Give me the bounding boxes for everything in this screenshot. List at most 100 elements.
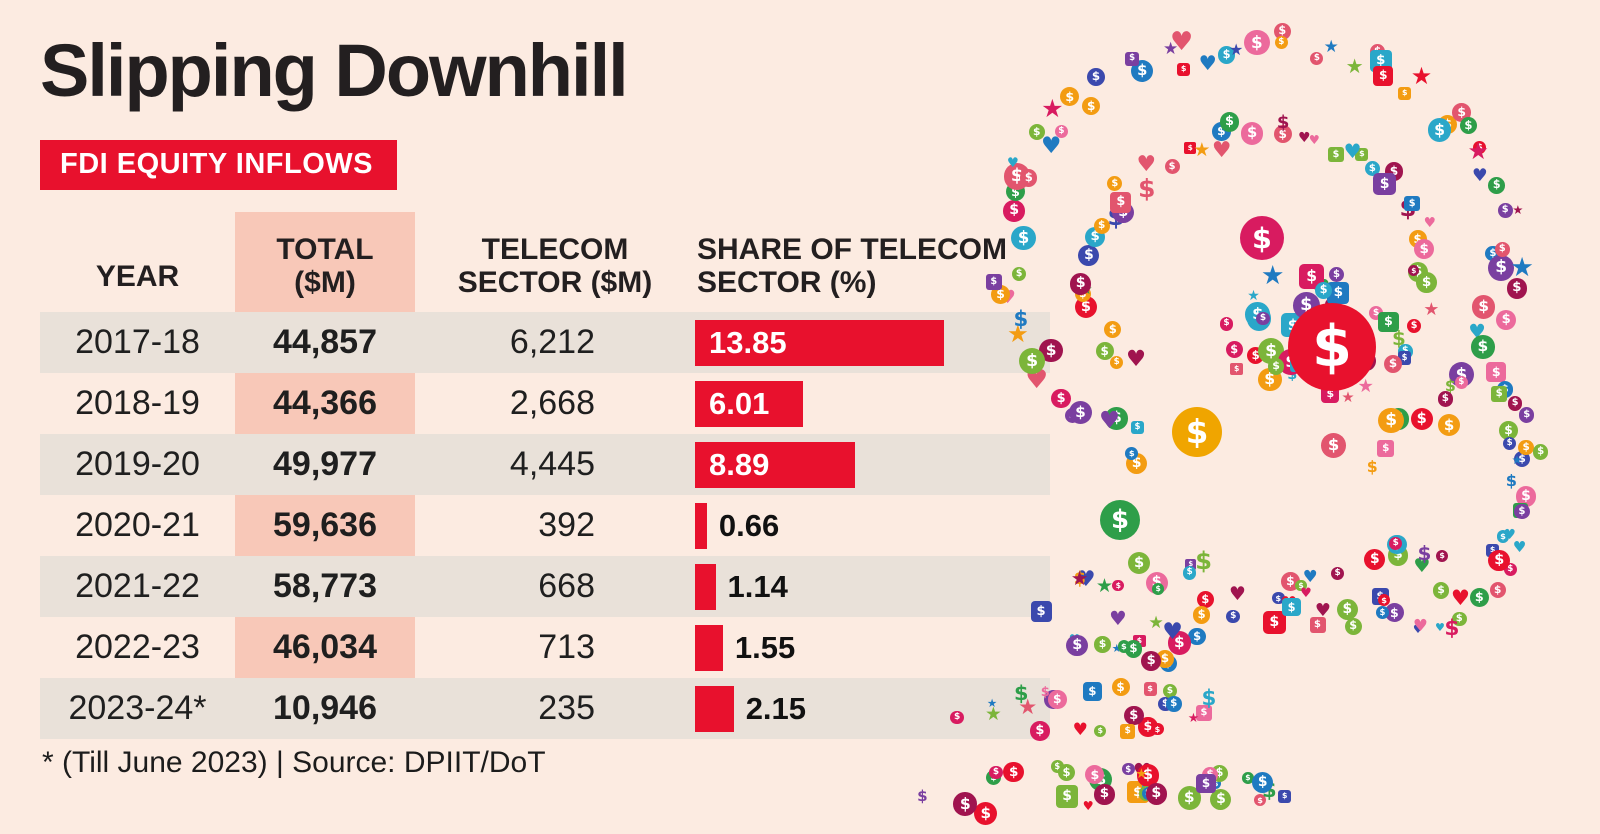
dollar-coin-icon: $ bbox=[1124, 639, 1143, 658]
star-icon: ★ bbox=[1410, 61, 1433, 90]
dollar-coin-icon: $ bbox=[1246, 346, 1265, 365]
dollar-coin-icon: $ bbox=[1356, 351, 1377, 372]
dollar-sign-icon: $ bbox=[1505, 471, 1518, 491]
dollar-tag-icon: $ bbox=[1355, 147, 1369, 161]
dollar-coin-icon: $ bbox=[1245, 302, 1270, 327]
dollar-coin-icon: $ bbox=[1050, 760, 1064, 773]
share-bar bbox=[695, 441, 856, 488]
dollar-coin-icon: $ bbox=[1489, 582, 1506, 599]
dollar-coin-icon: $ bbox=[1384, 354, 1402, 373]
header-telecom: TELECOM SECTOR ($M) bbox=[457, 232, 653, 300]
dollar-sign-icon: $ bbox=[1107, 201, 1125, 231]
dollar-coin-icon: $ bbox=[1156, 649, 1174, 668]
dollar-coin-icon: $ bbox=[1210, 789, 1232, 811]
heart-icon: ♥ bbox=[1132, 759, 1153, 786]
dollar-coin-icon: $ bbox=[1330, 566, 1345, 581]
dollar-coin-icon: $ bbox=[1095, 341, 1114, 360]
dollar-coin-icon: $ bbox=[1112, 201, 1135, 224]
share-value: 0.66 bbox=[718, 507, 780, 543]
star-icon: ★ bbox=[1135, 765, 1148, 782]
dollar-coin-icon: $ bbox=[1408, 264, 1420, 276]
dollar-coin-icon: $ bbox=[1387, 534, 1407, 555]
telecom-cell: 6,212 bbox=[509, 323, 595, 361]
dollar-coin-icon: $ bbox=[1107, 176, 1123, 192]
dollar-tag-icon: $ bbox=[1082, 681, 1102, 701]
dollar-coin-icon: $ bbox=[1123, 705, 1144, 726]
dollar-coin-icon: $ bbox=[1321, 321, 1345, 345]
dollar-coin-icon: $ bbox=[1378, 407, 1405, 434]
year-cell: 2021-22 bbox=[75, 567, 200, 605]
table-row: 2022-23 46,034 713 1.55 bbox=[40, 617, 1050, 678]
dollar-coin-icon: $ bbox=[1151, 722, 1164, 735]
fdi-equity-inflows-badge: FDI EQUITY INFLOWS bbox=[40, 140, 397, 190]
dollar-coin-icon: $ bbox=[1057, 763, 1076, 782]
dollar-coin-icon: $ bbox=[1121, 762, 1135, 776]
dollar-coin-icon: $ bbox=[1513, 450, 1531, 467]
dollar-coin-icon: $ bbox=[1499, 421, 1518, 440]
dollar-coin-icon: $ bbox=[1485, 245, 1501, 262]
dollar-tag-icon: $ bbox=[1120, 724, 1136, 739]
share-bar bbox=[695, 563, 716, 610]
star-icon: ★ bbox=[1079, 282, 1093, 298]
dollar-coin-icon: $ bbox=[1452, 103, 1471, 122]
dollar-coin-icon: $ bbox=[1074, 296, 1097, 319]
total-cell: 58,773 bbox=[273, 567, 377, 605]
heart-icon: ♥ bbox=[1423, 214, 1436, 231]
header-share: SHARE OF TELECOM SECTOR (%) bbox=[697, 232, 1008, 300]
dollar-tag-icon: $ bbox=[1262, 610, 1286, 634]
dollar-coin-icon: $ bbox=[1074, 286, 1091, 303]
heart-icon: ♥ bbox=[1082, 799, 1094, 814]
star-icon: ★ bbox=[1148, 613, 1164, 634]
dollar-coin-icon: $ bbox=[1272, 591, 1285, 605]
dollar-tag-icon: $ bbox=[1282, 597, 1301, 616]
heart-icon: ♥ bbox=[1076, 567, 1096, 593]
dollar-coin-icon: $ bbox=[1054, 124, 1069, 139]
dollar-sign-icon: $ bbox=[1073, 569, 1086, 590]
share-bar bbox=[695, 685, 734, 732]
dollar-coin-icon: $ bbox=[1006, 181, 1026, 201]
dollar-coin-icon: $ bbox=[1387, 545, 1409, 566]
dollar-sign-icon: $ bbox=[1276, 111, 1290, 133]
dollar-coin-icon: $ bbox=[1496, 381, 1514, 398]
star-icon: ★ bbox=[1095, 573, 1114, 597]
dollar-coin-icon: $ bbox=[1110, 355, 1124, 370]
dollar-coin-icon: $ bbox=[1256, 311, 1270, 326]
dollar-coin-icon: $ bbox=[1437, 391, 1454, 408]
share-value: 6.01 bbox=[709, 385, 770, 421]
dollar-coin-icon: $ bbox=[1488, 177, 1506, 195]
dollar-tag-icon: $ bbox=[1195, 704, 1212, 721]
table-row: 2019-20 49,977 4,445 8.89 bbox=[40, 434, 1050, 495]
dollar-coin-icon: $ bbox=[1410, 407, 1433, 430]
dollar-coin-icon: $ bbox=[1503, 436, 1517, 450]
dollar-coin-icon: $ bbox=[1210, 777, 1222, 790]
heart-icon: ♥ bbox=[1211, 138, 1232, 164]
dollar-coin-icon: $ bbox=[1454, 376, 1468, 389]
dollar-coin-icon: $ bbox=[1384, 603, 1404, 623]
dollar-coin-icon: $ bbox=[1128, 552, 1151, 575]
dollar-coin-icon: $ bbox=[1111, 677, 1130, 697]
dollar-coin-icon: $ bbox=[1488, 549, 1511, 572]
dollar-coin-icon: $ bbox=[1081, 96, 1101, 116]
dollar-coin-icon: $ bbox=[1225, 341, 1243, 359]
dollar-tag-icon: $ bbox=[1196, 773, 1216, 793]
dollar-coin-icon: $ bbox=[1496, 530, 1510, 543]
star-icon: ★ bbox=[1111, 642, 1122, 656]
header-total: TOTAL ($M) bbox=[276, 232, 374, 300]
share-value: 1.55 bbox=[734, 629, 796, 665]
dollar-tag-icon: $ bbox=[1486, 543, 1500, 557]
dollar-coin-icon: $ bbox=[1507, 396, 1523, 411]
star-icon: ★ bbox=[1512, 203, 1524, 218]
dollar-tag-icon: $ bbox=[1377, 439, 1395, 457]
dollar-coin-icon: $ bbox=[1159, 655, 1177, 673]
dollar-tag-icon: $ bbox=[1328, 146, 1344, 163]
star-icon: ★ bbox=[1187, 709, 1200, 725]
dollar-coin-icon: $ bbox=[1519, 407, 1535, 423]
dollar-coin-icon: $ bbox=[1051, 389, 1071, 409]
heart-icon: ♥ bbox=[1006, 155, 1019, 171]
dollar-coin-icon: $ bbox=[1060, 86, 1080, 107]
star-icon: ★ bbox=[1341, 388, 1355, 406]
dollar-coin-icon: $ bbox=[1448, 361, 1475, 388]
dollar-coin-icon: $ bbox=[1141, 780, 1154, 792]
dollar-tag-icon: $ bbox=[1280, 312, 1306, 338]
dollar-tag-icon: $ bbox=[1110, 192, 1132, 213]
